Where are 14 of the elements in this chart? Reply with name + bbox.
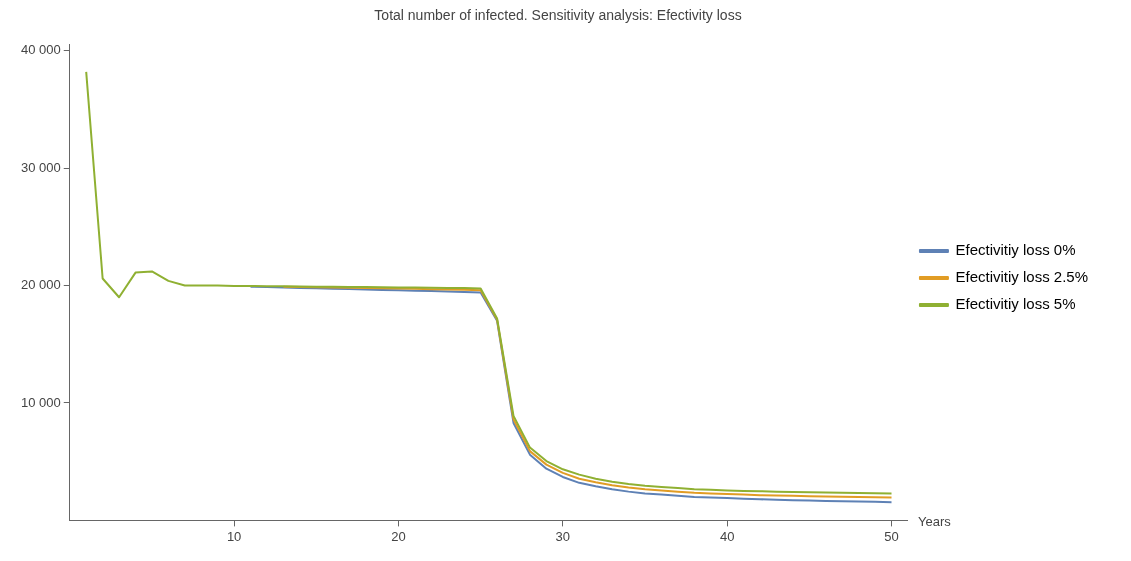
y-tick-label: 10 000: [21, 394, 61, 410]
y-tick-label: 30 000: [21, 159, 61, 175]
x-axis-title: Years: [917, 513, 952, 529]
x-tick-label: 20: [391, 528, 406, 544]
legend-label: Efectivitiy loss 0%: [955, 241, 1076, 259]
x-tick-label: 40: [719, 528, 735, 544]
legend-label: Efectivitiy loss 2.5%: [955, 268, 1088, 286]
legend-label: Efectivitiy loss 5%: [955, 295, 1076, 313]
x-tick-label: 30: [555, 528, 571, 544]
x-tick-label: 50: [884, 528, 899, 544]
y-tick-label: 20 000: [21, 277, 61, 293]
y-tick-label: 40 000: [21, 42, 61, 58]
x-tick-label: 10: [226, 528, 242, 544]
chart-title: Total number of infected. Sensitivity analysis: Efectivity loss: [374, 7, 742, 24]
